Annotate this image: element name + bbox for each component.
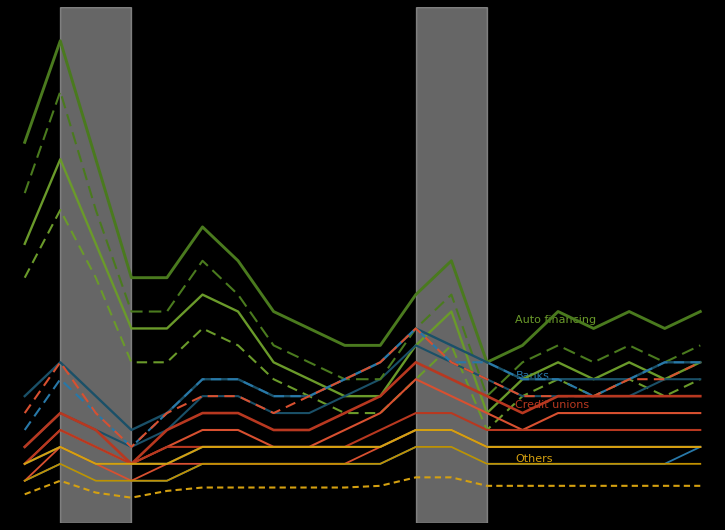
Bar xyxy=(60,7,131,523)
Bar xyxy=(416,7,487,523)
Text: Others: Others xyxy=(515,454,553,464)
Text: Auto financing: Auto financing xyxy=(515,315,597,325)
Text: Banks: Banks xyxy=(515,371,550,381)
Text: Credit unions: Credit unions xyxy=(515,400,589,410)
